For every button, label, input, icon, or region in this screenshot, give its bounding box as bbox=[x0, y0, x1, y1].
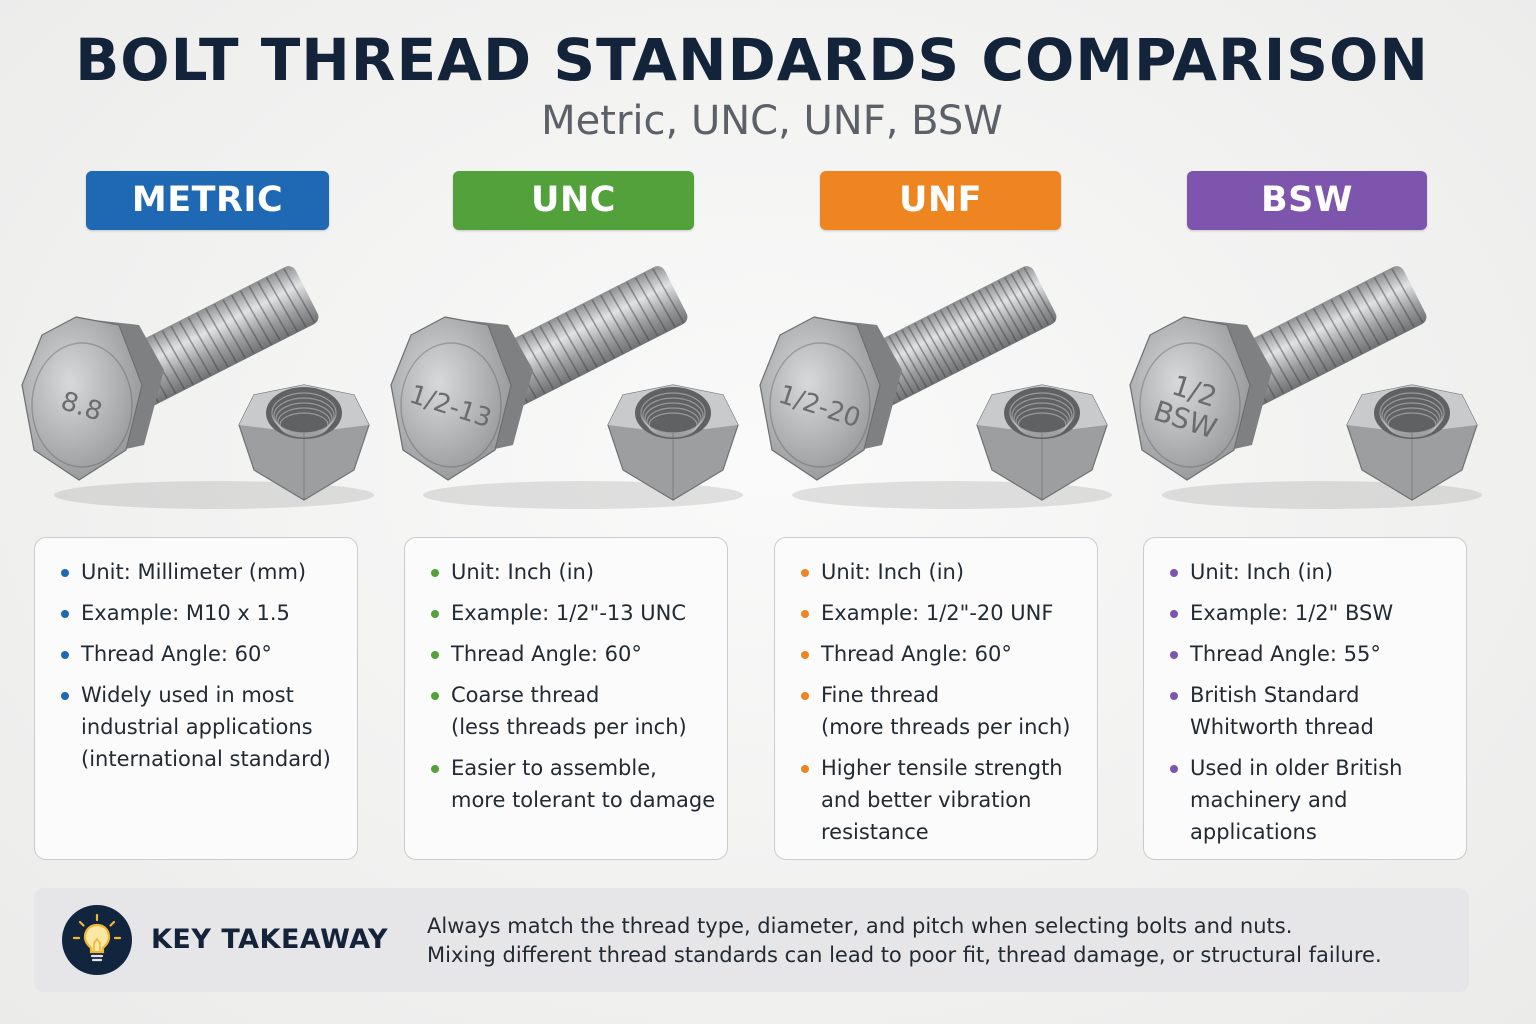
bullet-text: Widely used in most industrial applicati… bbox=[81, 683, 331, 771]
bullet-dot bbox=[1170, 610, 1178, 618]
key-takeaway-text: Always match the thread type, diameter, … bbox=[427, 912, 1382, 970]
bullet-dot bbox=[61, 569, 69, 577]
list-item: Coarse thread (less threads per inch) bbox=[429, 679, 717, 743]
badge-bsw: BSW bbox=[1187, 171, 1427, 230]
bullet-dot bbox=[801, 569, 809, 577]
key-takeaway-label: KEY TAKEAWAY bbox=[151, 924, 389, 955]
list-item: Thread Angle: 60° bbox=[59, 638, 347, 670]
bullet-dot bbox=[1170, 692, 1178, 700]
badge-unc: UNC bbox=[453, 171, 694, 230]
bullet-dot bbox=[801, 651, 809, 659]
list-item: Widely used in most industrial applicati… bbox=[59, 679, 347, 775]
list-item: Unit: Inch (in) bbox=[1168, 556, 1456, 588]
bullet-text: Example: 1/2" BSW bbox=[1190, 601, 1394, 625]
bullet-text: Example: 1/2"-13 UNC bbox=[451, 601, 687, 625]
list-item: Used in older British machinery and appl… bbox=[1168, 752, 1456, 848]
bullet-text: Easier to assemble, more tolerant to dam… bbox=[451, 756, 716, 812]
card-unc: Unit: Inch (in) Example: 1/2"-13 UNC Thr… bbox=[404, 537, 728, 860]
bullet-dot bbox=[61, 692, 69, 700]
bolt-nut-unc-illustration: 1/2-13 bbox=[390, 266, 743, 509]
list-item: Example: 1/2" BSW bbox=[1168, 597, 1456, 629]
list-item: Unit: Inch (in) bbox=[799, 556, 1087, 588]
bullet-dot bbox=[801, 692, 809, 700]
badge-metric: METRIC bbox=[86, 171, 329, 230]
bullet-dot bbox=[431, 610, 439, 618]
bullet-text: Unit: Inch (in) bbox=[1190, 560, 1334, 584]
bullet-text: Thread Angle: 60° bbox=[81, 642, 272, 666]
bullet-text: Higher tensile strength and better vibra… bbox=[821, 756, 1063, 844]
bullet-text: British Standard Whitworth thread bbox=[1190, 683, 1374, 739]
bullet-text: Example: M10 x 1.5 bbox=[81, 601, 290, 625]
bullet-dot bbox=[61, 610, 69, 618]
bullet-dot bbox=[1170, 651, 1178, 659]
bullet-text: Thread Angle: 60° bbox=[821, 642, 1012, 666]
bullet-dot bbox=[431, 692, 439, 700]
bullet-dot bbox=[801, 610, 809, 618]
list-item: Unit: Millimeter (mm) bbox=[59, 556, 347, 588]
card-metric: Unit: Millimeter (mm) Example: M10 x 1.5… bbox=[34, 537, 358, 860]
list-item: Thread Angle: 60° bbox=[799, 638, 1087, 670]
bullet-text: Unit: Inch (in) bbox=[821, 560, 965, 584]
bullet-text: Thread Angle: 60° bbox=[451, 642, 642, 666]
page-subtitle: Metric, UNC, UNF, BSW bbox=[541, 98, 1003, 144]
bullet-dot bbox=[61, 651, 69, 659]
list-item: Higher tensile strength and better vibra… bbox=[799, 752, 1087, 848]
hex-nut bbox=[238, 384, 370, 501]
bullet-text: Thread Angle: 55° bbox=[1190, 642, 1381, 666]
key-takeaway-line-1: Always match the thread type, diameter, … bbox=[427, 914, 1293, 938]
key-takeaway-panel: KEY TAKEAWAY Always match the thread typ… bbox=[34, 888, 1469, 992]
bullet-dot bbox=[801, 765, 809, 773]
list-item: Example: M10 x 1.5 bbox=[59, 597, 347, 629]
bolt-nut-unf-illustration: 1/2-20 bbox=[759, 266, 1112, 509]
bullet-text: Fine thread (more threads per inch) bbox=[821, 683, 1071, 739]
list-item: British Standard Whitworth thread bbox=[1168, 679, 1456, 743]
bolt-head-face bbox=[21, 316, 143, 481]
list-item: Easier to assemble, more tolerant to dam… bbox=[429, 752, 717, 816]
list-item: Thread Angle: 55° bbox=[1168, 638, 1456, 670]
list-item: Thread Angle: 60° bbox=[429, 638, 717, 670]
bullet-text: Unit: Inch (in) bbox=[451, 560, 595, 584]
card-bsw: Unit: Inch (in) Example: 1/2" BSW Thread… bbox=[1143, 537, 1467, 860]
list-item: Unit: Inch (in) bbox=[429, 556, 717, 588]
bullet-text: Used in older British machinery and appl… bbox=[1190, 756, 1403, 844]
lightbulb-icon bbox=[62, 905, 132, 975]
bullet-dot bbox=[431, 651, 439, 659]
bolt-nut-metric-illustration: 8.8 bbox=[21, 266, 374, 509]
hex-nut bbox=[607, 384, 739, 501]
bolt-head-face bbox=[390, 316, 512, 481]
bullet-text: Example: 1/2"-20 UNF bbox=[821, 601, 1054, 625]
bullet-dot bbox=[1170, 765, 1178, 773]
bullet-dot bbox=[431, 569, 439, 577]
bullet-dot bbox=[1170, 569, 1178, 577]
hex-nut bbox=[1346, 384, 1478, 501]
hex-nut bbox=[976, 384, 1108, 501]
key-takeaway-line-2: Mixing different thread standards can le… bbox=[427, 943, 1382, 967]
bolt-head-face bbox=[1129, 316, 1251, 481]
list-item: Example: 1/2"-20 UNF bbox=[799, 597, 1087, 629]
bullet-text: Unit: Millimeter (mm) bbox=[81, 560, 307, 584]
badge-unf: UNF bbox=[820, 171, 1061, 230]
list-item: Example: 1/2"-13 UNC bbox=[429, 597, 717, 629]
bolt-head-face bbox=[759, 316, 881, 481]
bullet-text: Coarse thread (less threads per inch) bbox=[451, 683, 687, 739]
card-unf: Unit: Inch (in) Example: 1/2"-20 UNF Thr… bbox=[774, 537, 1098, 860]
page-title: BOLT THREAD STANDARDS COMPARISON bbox=[75, 26, 1429, 94]
bullet-dot bbox=[431, 765, 439, 773]
list-item: Fine thread (more threads per inch) bbox=[799, 679, 1087, 743]
